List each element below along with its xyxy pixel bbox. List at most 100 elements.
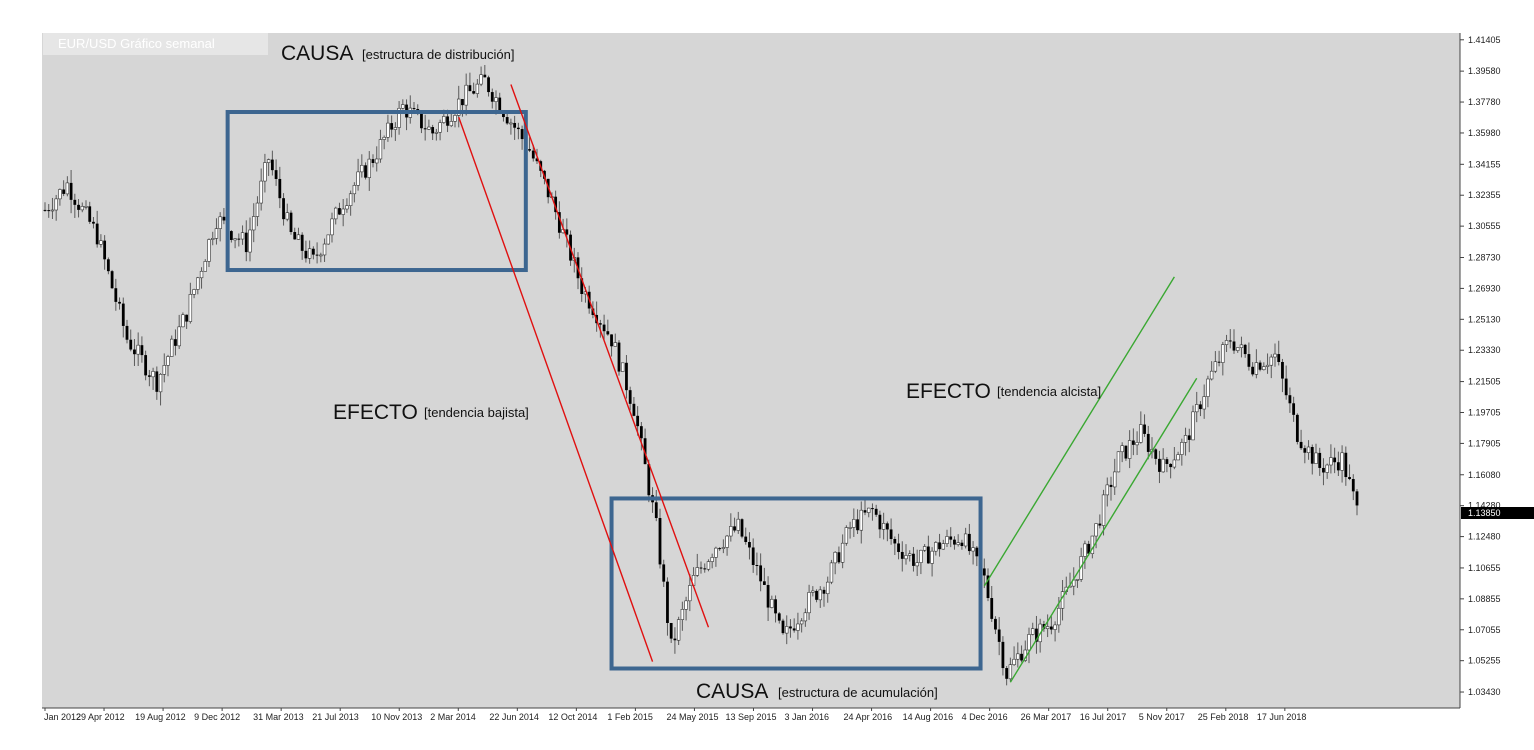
candle-body-bear: [900, 551, 904, 559]
candle-body-bull: [695, 567, 699, 576]
candle: [1340, 445, 1344, 483]
y-tick-label: 1.32355: [1468, 190, 1501, 200]
candle-body-bear: [461, 99, 464, 106]
y-tick-label: 1.14280: [1468, 501, 1501, 511]
candle-body-bull: [1057, 607, 1061, 626]
candle-body-bear: [1292, 403, 1296, 415]
candle: [345, 198, 349, 213]
candle-body-bear: [755, 565, 759, 567]
candle-body-bear: [669, 622, 673, 639]
candle: [1169, 463, 1173, 479]
candle: [1258, 360, 1262, 372]
candle-body-bull: [1127, 440, 1132, 459]
candle-body-bear: [338, 208, 341, 215]
candle: [118, 297, 121, 310]
candle-body-bull: [908, 553, 912, 556]
candle: [1127, 430, 1132, 469]
y-tick-label: 1.35980: [1468, 128, 1501, 138]
candle: [311, 246, 315, 260]
candle: [1247, 342, 1251, 371]
candle: [352, 182, 357, 203]
candle-body-bear: [535, 158, 539, 162]
candle: [1348, 464, 1351, 481]
candle-body-bull: [360, 164, 364, 173]
candle-body-bull: [818, 589, 822, 601]
candle: [714, 546, 718, 567]
candle-body-bear: [420, 111, 423, 129]
candle: [647, 459, 651, 503]
candle-body-bull: [736, 518, 740, 531]
candle-body-bear: [121, 303, 125, 326]
y-tick-label: 1.39580: [1468, 66, 1501, 76]
candle: [755, 552, 759, 576]
candle: [1180, 438, 1184, 466]
candle-body-bear: [110, 271, 114, 289]
candle-body-bear: [185, 314, 189, 322]
candle: [207, 238, 211, 267]
y-tick-label: 1.25130: [1468, 314, 1501, 324]
candle-body-bull: [266, 159, 271, 163]
candle: [997, 617, 1001, 656]
candle: [580, 267, 584, 302]
candle-body-bull: [721, 547, 726, 549]
candle-body-bull: [922, 546, 927, 551]
candle-body-bear: [1109, 484, 1113, 487]
candle-body-bear: [505, 117, 509, 124]
candle: [423, 114, 427, 141]
candle-body-bear: [516, 127, 520, 130]
candle: [919, 549, 923, 575]
candle-body-bear: [144, 355, 148, 376]
x-tick-label: 21 Jul 2013: [312, 712, 359, 722]
candle-body-bull: [725, 535, 729, 548]
candle: [1202, 384, 1206, 419]
candle-body-bear: [658, 518, 662, 565]
candle-body-bear: [62, 189, 66, 194]
candle-body-bear: [837, 552, 841, 563]
candle-body-bear: [1333, 457, 1337, 463]
candle-body-bull: [427, 126, 431, 130]
candle: [356, 158, 360, 191]
candle-body-bull: [207, 239, 211, 262]
candle-body-bull: [867, 507, 871, 513]
candle: [136, 332, 140, 367]
candle-body-bear: [606, 331, 610, 335]
candle: [367, 151, 371, 191]
candle-body-bull: [915, 562, 919, 567]
candle-body-bull: [826, 581, 830, 595]
channel-bajista-inferior: [458, 116, 654, 662]
candle-body-bear: [1243, 344, 1247, 355]
candle: [1265, 353, 1270, 374]
candle: [941, 539, 945, 550]
y-tick-label: 1.08855: [1468, 594, 1501, 604]
candle: [710, 553, 714, 569]
candle-body-bull: [356, 171, 360, 186]
candle-body-bear: [1087, 543, 1091, 554]
candle: [1314, 443, 1318, 464]
candle: [121, 297, 125, 338]
candle-body-bull: [438, 122, 442, 133]
candle-body-bear: [557, 212, 561, 233]
candle: [192, 288, 196, 299]
current-price-tag: 1.13850: [1461, 507, 1534, 519]
x-tick-label: 25 Feb 2018: [1198, 712, 1249, 722]
candle: [307, 240, 312, 264]
candle-body-bear: [1187, 435, 1191, 440]
candle: [718, 547, 722, 551]
candle: [140, 336, 144, 363]
candle-body-bull: [218, 216, 222, 229]
candle-body-bear: [43, 209, 47, 211]
candle-body-bull: [259, 180, 263, 204]
candle-body-bear: [229, 231, 233, 240]
candle-body-bull: [1016, 653, 1020, 660]
candle: [621, 362, 625, 372]
candle-body-bear: [315, 254, 319, 256]
candle-body-bull: [203, 261, 207, 272]
x-tick-label: 5 Nov 2017: [1139, 712, 1185, 722]
candle-body-bull: [99, 240, 103, 245]
candle: [1001, 636, 1005, 676]
candle-body-bear: [423, 128, 427, 130]
candle-body-bull: [475, 83, 480, 94]
candle-body-bull: [509, 122, 513, 125]
candle: [799, 618, 804, 633]
candle-body-bull: [706, 561, 711, 570]
